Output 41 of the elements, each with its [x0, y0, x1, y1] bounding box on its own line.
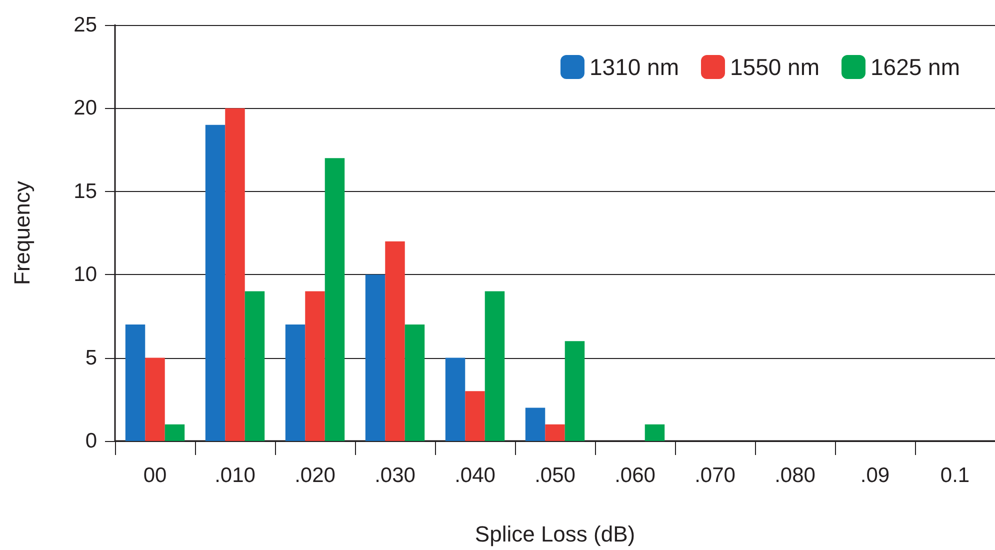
- bar: [285, 324, 306, 441]
- x-tick-label: .020: [294, 464, 336, 487]
- legend-label: 1625 nm: [870, 54, 960, 80]
- bar: [305, 291, 325, 441]
- bar: [324, 158, 345, 441]
- bar: [164, 424, 185, 441]
- x-axis-title: Splice Loss (dB): [474, 522, 636, 546]
- x-tick-label: .010: [214, 464, 256, 487]
- x-tick-label: .060: [614, 464, 656, 487]
- x-tick-label: .030: [374, 464, 416, 487]
- bar: [125, 324, 146, 441]
- legend-label: 1550 nm: [730, 54, 820, 80]
- y-tick-label: 25: [74, 14, 97, 36]
- x-tick-label: 0.1: [940, 464, 970, 487]
- bar: [244, 291, 265, 441]
- y-tick-label: 20: [74, 96, 97, 120]
- bar: [145, 358, 165, 441]
- bar: [445, 358, 466, 441]
- y-axis-title: Frequency: [10, 181, 34, 285]
- x-tick-label: 00: [143, 464, 167, 487]
- bar: [484, 291, 505, 441]
- bar: [225, 108, 245, 441]
- bar: [525, 408, 546, 441]
- y-tick-label: 15: [74, 180, 97, 203]
- x-tick-label: .040: [454, 464, 496, 487]
- bar: [385, 241, 405, 441]
- x-tick-label: .080: [774, 464, 816, 487]
- x-tick-label: .09: [860, 464, 890, 487]
- bar: [644, 424, 665, 441]
- bar: [404, 324, 425, 441]
- x-tick-label: .050: [534, 464, 576, 487]
- bar: [205, 124, 226, 441]
- x-tick-label: .070: [694, 464, 736, 487]
- bar: [564, 341, 585, 441]
- bar: [465, 391, 485, 441]
- y-tick-label: 10: [74, 263, 97, 286]
- bar: [545, 424, 565, 441]
- legend-label: 1310 nm: [589, 54, 679, 80]
- bar: [365, 274, 386, 441]
- y-tick-label: 5: [85, 346, 97, 370]
- y-tick-label: 0: [85, 430, 97, 452]
